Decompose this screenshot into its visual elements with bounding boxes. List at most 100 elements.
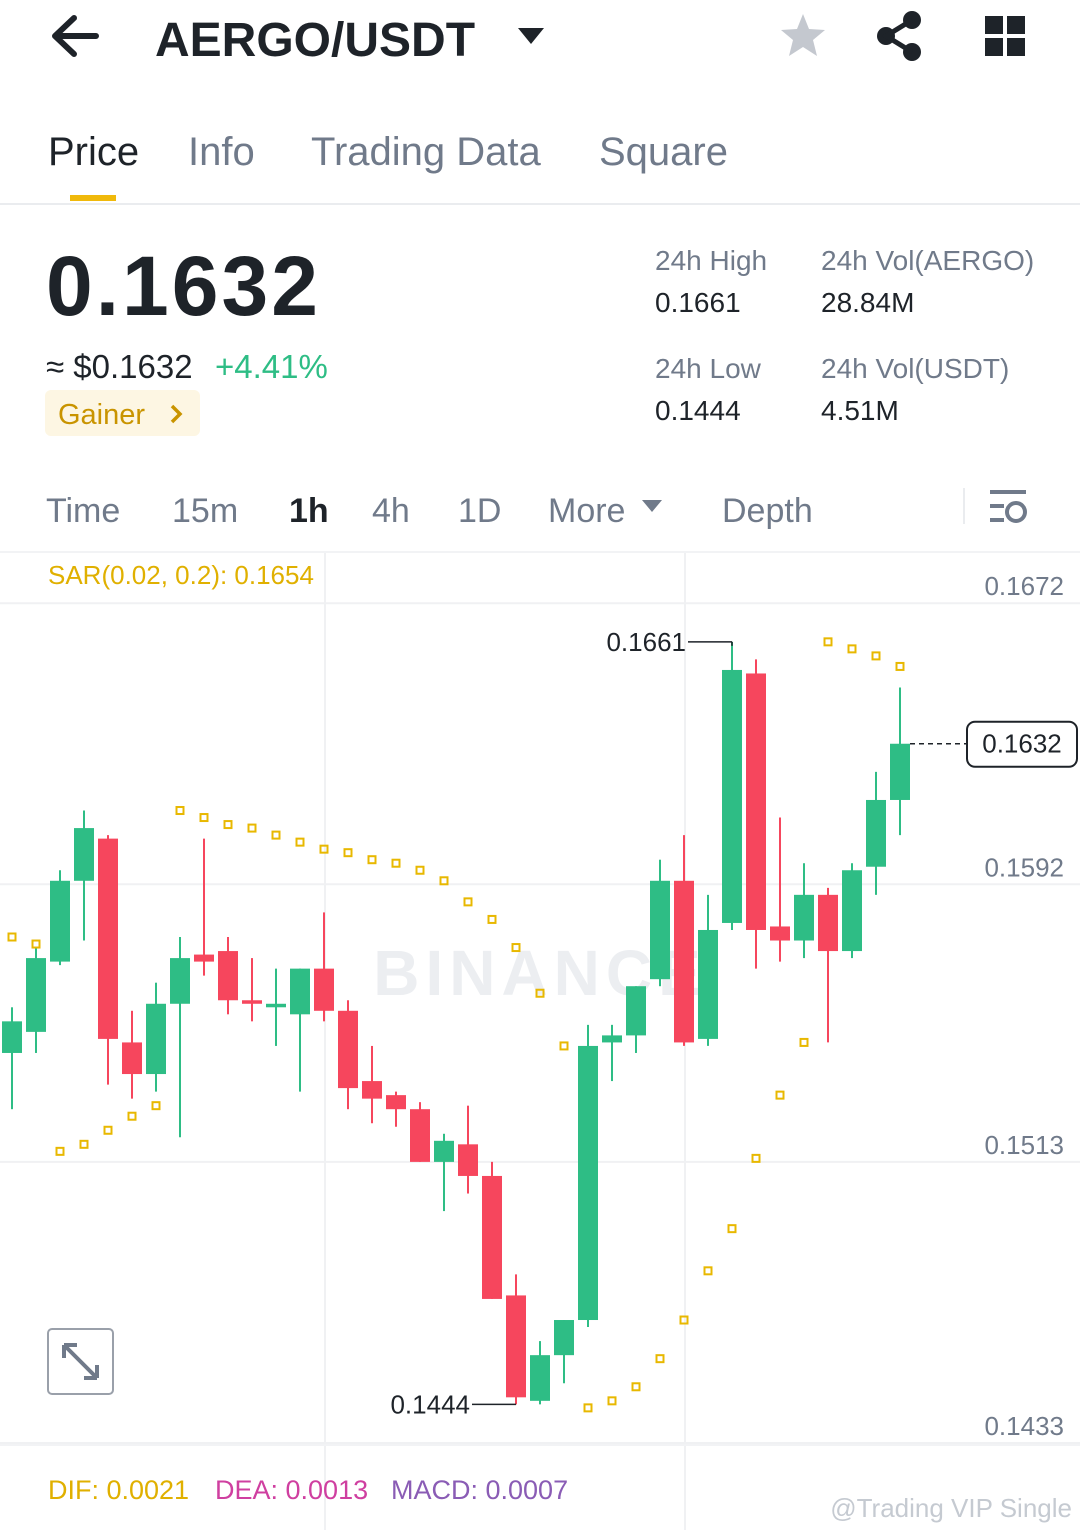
candle-body: [626, 986, 646, 1036]
candle-body: [50, 880, 70, 962]
tab[interactable]: Price: [48, 130, 139, 174]
last-price: 0.1632: [46, 239, 321, 333]
sar-dot: [151, 1101, 161, 1111]
sar-dot: [79, 1139, 89, 1149]
price-change: +4.41%: [215, 348, 328, 385]
stat-label: 24h High: [655, 245, 767, 276]
y-tick-label: 0.1433: [984, 1411, 1064, 1441]
candle-body: [98, 838, 118, 1039]
stat-value: 0.1444: [655, 395, 741, 426]
interval[interactable]: 15m: [172, 492, 238, 530]
expand-button[interactable]: [47, 1328, 114, 1395]
sar-dot: [823, 637, 833, 647]
sar-dot: [487, 914, 497, 924]
credit-watermark: @Trading VIP Single: [830, 1493, 1072, 1523]
candle-body: [698, 929, 718, 1039]
sar-dot: [631, 1382, 641, 1392]
sar-dot: [727, 1224, 737, 1234]
sar-dot: [607, 1396, 617, 1406]
candle-body: [242, 1000, 262, 1004]
interval[interactable]: More: [548, 492, 625, 530]
divider: [0, 203, 1080, 205]
candle-body: [674, 880, 694, 1043]
sar-dot: [343, 848, 353, 858]
candle-body: [578, 1045, 598, 1321]
candle-body: [362, 1081, 382, 1099]
interval[interactable]: 4h: [372, 492, 410, 530]
low-label: 0.1444: [390, 1389, 470, 1419]
macd-value: MACD: 0.0007: [391, 1475, 568, 1505]
sar-dot: [799, 1037, 809, 1047]
sar-dot: [223, 820, 233, 830]
interval[interactable]: Depth: [722, 492, 813, 530]
stat-value: 28.84M: [821, 287, 914, 318]
y-tick-label: 0.1513: [984, 1130, 1064, 1160]
y-tick-label: 0.1672: [984, 571, 1064, 601]
sar-dot: [775, 1090, 785, 1100]
candle-body: [458, 1144, 478, 1176]
sar-dot: [679, 1315, 689, 1325]
sar-dot: [703, 1266, 713, 1276]
last-price-label: 0.1632: [982, 729, 1062, 759]
candle-body: [290, 968, 310, 1015]
grid-menu[interactable]: [985, 16, 1025, 56]
divider: [0, 1444, 1080, 1446]
sar-dot: [367, 855, 377, 865]
back-button[interactable]: [52, 15, 99, 57]
sar-dot: [559, 1041, 569, 1051]
sar-dot: [391, 858, 401, 868]
candle-body: [722, 669, 742, 923]
sar-dot: [199, 813, 209, 823]
candle-body: [74, 828, 94, 881]
tab[interactable]: Square: [599, 130, 728, 174]
candle-body: [818, 894, 838, 952]
last-price-box: [966, 720, 1078, 768]
sar-dot: [463, 897, 473, 907]
chart-settings[interactable]: [990, 490, 1027, 523]
candle-body: [842, 870, 862, 952]
interval[interactable]: 1D: [458, 492, 501, 530]
stat-label: 24h Vol(USDT): [821, 353, 1009, 384]
gainer-badge[interactable]: Gainer: [45, 390, 200, 436]
high-label: 0.1661: [606, 627, 686, 657]
sar-dot: [871, 651, 881, 661]
indicator-label: SAR(0.02, 0.2): 0.1654: [48, 560, 314, 590]
candle-body: [794, 894, 814, 941]
candle-body: [410, 1109, 430, 1162]
sar-dot: [415, 865, 425, 875]
sar-dot: [247, 823, 257, 833]
candle-body: [506, 1295, 526, 1398]
interval[interactable]: Time: [46, 492, 120, 530]
badge-bg: [45, 390, 200, 436]
sar-dot: [895, 661, 905, 671]
pair-dropdown[interactable]: [518, 28, 544, 44]
share-button[interactable]: [877, 11, 921, 61]
pair-title[interactable]: AERGO/USDT: [155, 14, 475, 67]
interval[interactable]: 1h: [289, 492, 329, 530]
candle-body: [26, 958, 46, 1032]
favorite-star[interactable]: [781, 14, 825, 56]
candle-body: [314, 968, 334, 1011]
candle-body: [770, 926, 790, 941]
candle-body: [218, 951, 238, 1001]
candle-body: [650, 880, 670, 980]
divider: [963, 488, 965, 524]
macd-dea: DEA: 0.0013: [215, 1475, 368, 1505]
sar-dot: [655, 1354, 665, 1364]
sar-dot: [7, 932, 17, 942]
candle-body: [266, 1003, 286, 1008]
usd-price: ≈ $0.1632: [46, 348, 193, 385]
tab[interactable]: Info: [188, 130, 255, 174]
sar-dot: [55, 1146, 65, 1156]
candle-body: [482, 1175, 502, 1299]
candle-body: [194, 954, 214, 962]
y-tick-label: 0.1592: [984, 852, 1064, 882]
sar-dot: [847, 644, 857, 654]
stat-value: 4.51M: [821, 395, 899, 426]
candle-body: [746, 673, 766, 930]
sar-dot: [127, 1111, 137, 1121]
candle-body: [530, 1355, 550, 1401]
candle-body: [386, 1095, 406, 1110]
tab[interactable]: Trading Data: [311, 130, 542, 174]
